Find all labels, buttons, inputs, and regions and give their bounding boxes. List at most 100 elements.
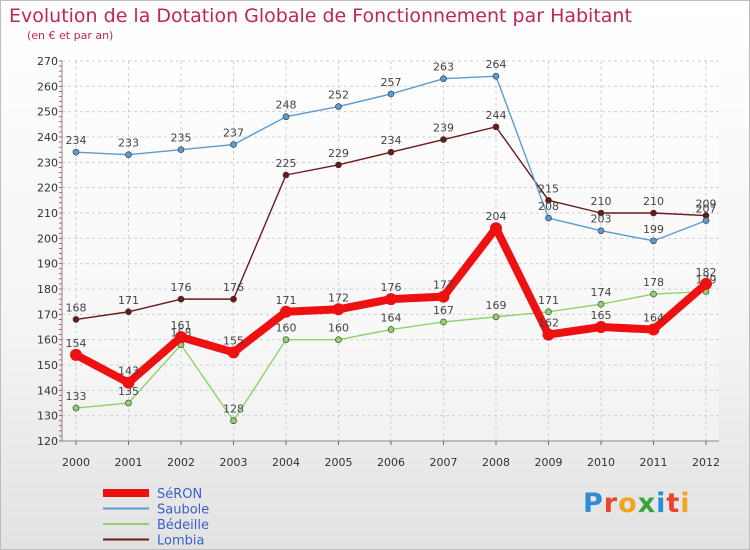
data-label: 233 [118,137,139,150]
data-label: 225 [276,157,297,170]
plot-area [62,61,719,441]
data-point [387,90,395,98]
data-point [122,376,135,389]
data-point [332,303,345,316]
data-label: 171 [118,294,139,307]
y-tick-label: 240 [37,131,58,144]
data-point [282,336,290,343]
data-point [387,326,395,333]
data-label: 176 [223,281,244,294]
data-label: 263 [433,61,454,74]
data-point [335,161,342,169]
data-point [387,148,395,156]
data-label: 210 [643,195,664,208]
data-label: 168 [66,301,87,314]
y-tick-label: 180 [37,283,58,296]
data-label: 176 [381,281,402,294]
logo-letter: r [603,488,619,519]
y-tick-label: 270 [37,55,58,68]
chart-subtitle: (en € et par an) [27,29,114,42]
data-label: 209 [696,198,717,211]
data-label: 172 [328,291,349,304]
data-point [335,336,342,343]
data-label: 135 [118,385,139,398]
data-label: 178 [643,276,664,289]
x-tick-label: 2005 [325,456,353,469]
data-point [700,277,712,290]
data-label: 128 [223,403,244,416]
data-point [440,318,447,326]
data-point [490,222,502,235]
data-point [545,197,552,204]
data-label: 171 [276,294,297,307]
data-label: 167 [433,304,454,317]
data-label: 234 [381,134,402,147]
x-tick-label: 2008 [482,456,510,469]
logo-letter: o [618,488,638,519]
data-label: 237 [223,127,244,140]
data-label: 155 [223,334,244,347]
data-point [177,146,185,153]
data-label: 160 [328,322,349,335]
data-point [595,321,607,333]
data-label: 244 [486,109,507,122]
data-label: 210 [591,195,612,208]
data-point [280,305,292,318]
data-label: 257 [381,76,402,89]
data-point [385,293,397,306]
x-tick-label: 2003 [220,456,248,469]
data-label: 239 [433,122,454,135]
data-point [702,217,710,224]
x-tick-label: 2012 [692,456,720,469]
data-point [545,308,552,316]
data-label: 215 [538,182,559,195]
data-label: 161 [171,319,192,332]
logo-letter: i [656,488,667,519]
data-label: 162 [538,317,559,330]
data-point [230,295,237,303]
x-tick-label: 2004 [272,456,300,469]
data-label: 235 [171,132,192,145]
data-label: 234 [66,134,87,147]
data-point [440,136,447,143]
data-point [72,404,80,412]
data-point [177,295,185,303]
data-label: 207 [696,203,717,216]
legend-label: Lombia [157,534,204,549]
x-tick-label: 2006 [377,456,405,469]
x-tick-label: 2009 [535,456,563,469]
data-label: 171 [538,294,559,307]
data-label: 133 [66,390,87,403]
y-tick-label: 120 [37,435,58,448]
data-point [282,171,290,179]
data-point [72,148,80,156]
data-point [70,348,82,361]
data-point [282,113,290,121]
data-label: 208 [538,200,559,213]
legend-label: Bédeille [157,518,209,533]
data-point [437,290,450,303]
y-tick-label: 200 [37,232,58,245]
data-point [650,209,657,217]
y-tick-label: 160 [37,334,58,347]
data-label: 248 [276,99,297,112]
data-point [125,399,132,407]
legend-label: Saubole [157,503,209,518]
logo-letter: x [637,488,657,519]
data-label: 164 [381,312,402,325]
data-point [597,227,605,235]
data-point [492,313,500,321]
y-tick-label: 210 [37,207,58,220]
data-point [125,308,132,316]
data-point [335,103,342,110]
data-point [650,237,657,245]
x-tick-label: 2000 [62,456,90,469]
data-point [647,323,660,336]
data-point [175,331,187,344]
data-label: 176 [171,281,192,294]
y-tick-label: 230 [37,156,58,169]
logo-letter: i [680,488,691,519]
data-point [227,346,240,359]
